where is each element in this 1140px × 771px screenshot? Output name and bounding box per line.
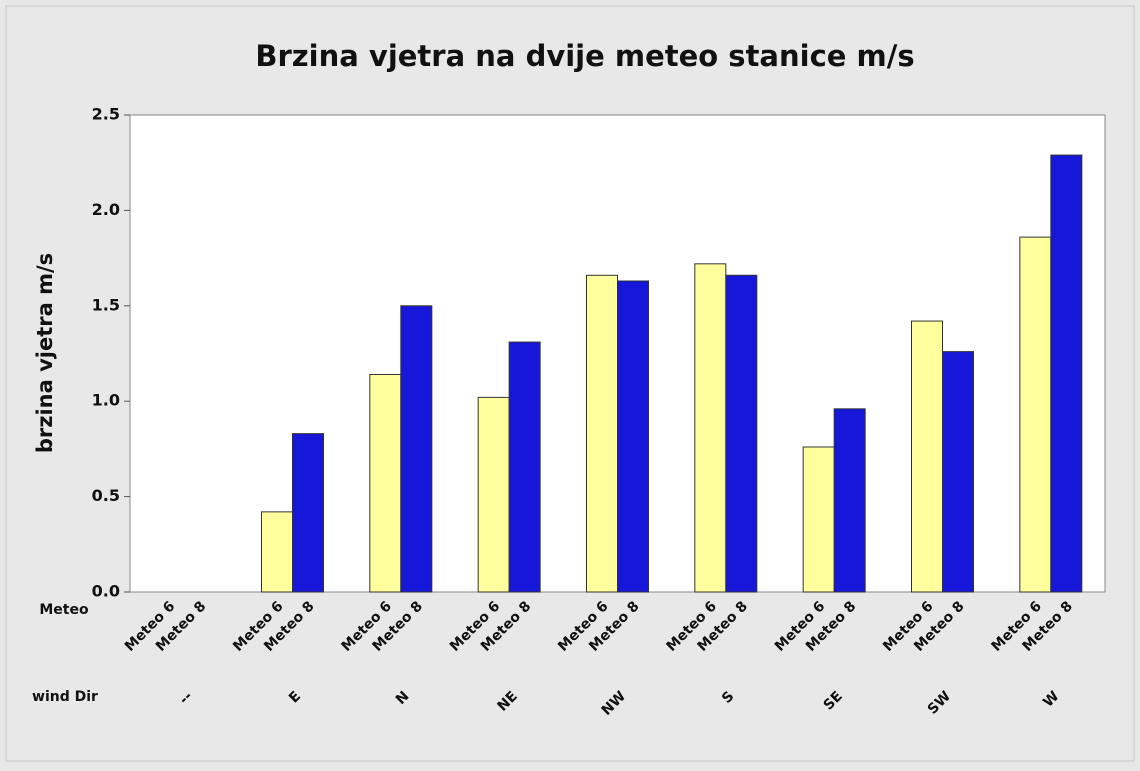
chart-title: Brzina vjetra na dvije meteo stanice m/s [255, 39, 914, 73]
bar [261, 511, 293, 593]
y-tick-label: 2.5 [92, 105, 120, 124]
bar [477, 396, 510, 593]
bar [942, 351, 974, 593]
bar [369, 373, 402, 593]
x-row-label: wind Dir [32, 689, 98, 705]
y-tick-label: 1.0 [92, 391, 120, 410]
bar [833, 408, 866, 593]
bar [617, 280, 649, 593]
y-tick-label: 0.0 [92, 582, 120, 601]
bar [694, 263, 727, 593]
bar [802, 446, 835, 593]
bar [911, 320, 943, 593]
bar [1050, 154, 1083, 593]
bar [586, 274, 618, 593]
y-tick-label: 1.5 [92, 295, 120, 314]
x-row-label: Meteo [39, 602, 89, 618]
y-axis-label: brzina vjetra m/s [33, 253, 57, 453]
bar [400, 305, 433, 593]
y-tick-label: 0.5 [92, 486, 120, 505]
y-tick-label: 2.0 [92, 200, 120, 219]
bar [1019, 236, 1052, 593]
bar [725, 274, 758, 593]
bar [292, 433, 324, 593]
bar [508, 341, 541, 593]
